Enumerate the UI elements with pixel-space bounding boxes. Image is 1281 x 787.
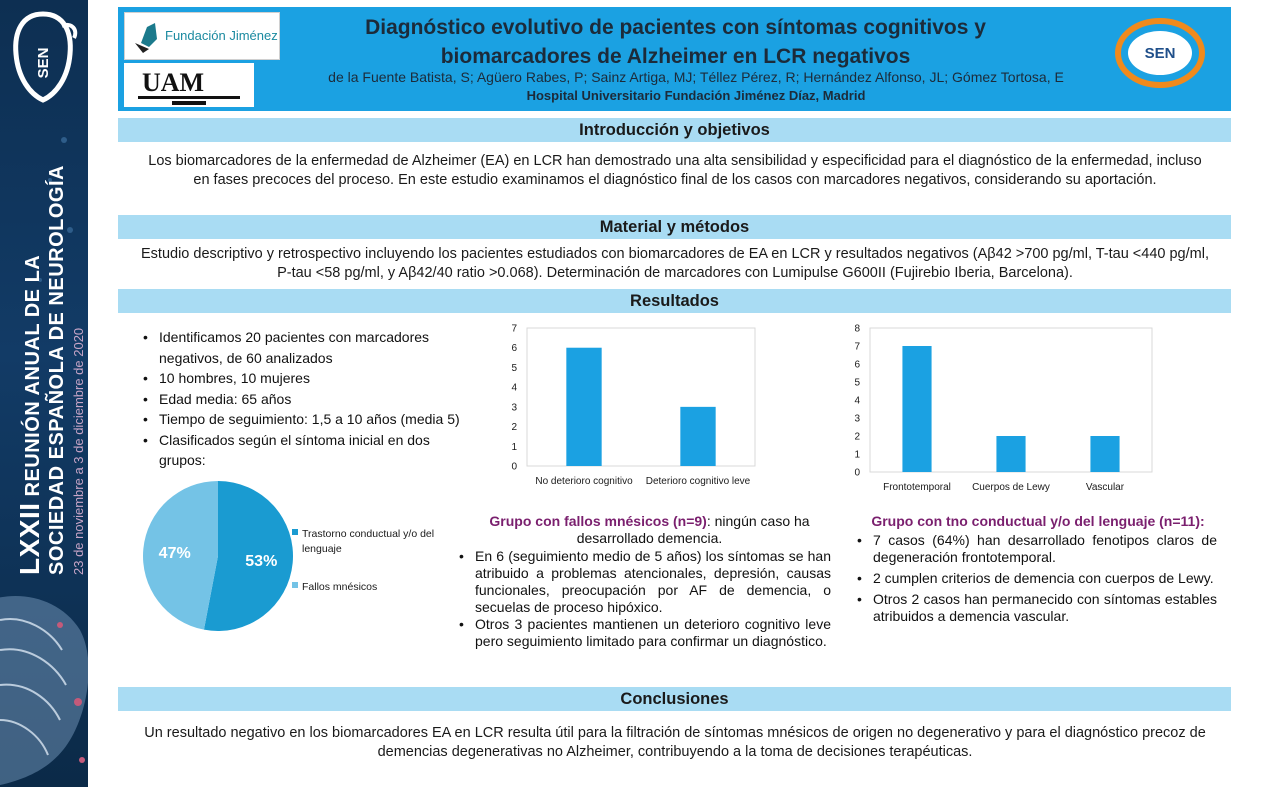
y-tick-label: 4 <box>511 383 517 394</box>
pie-slice-behavior <box>203 481 293 631</box>
conclusions-text: Un resultado negativo en los biomarcador… <box>144 725 1206 760</box>
x-tick-label: Deterioro cognitivo leve <box>646 476 751 487</box>
x-tick-label: Cuerpos de Lewy <box>972 482 1050 493</box>
y-tick-label: 1 <box>854 450 860 461</box>
y-tick-label: 2 <box>511 422 517 433</box>
x-tick-label: Frontotemporal <box>883 482 951 493</box>
x-tick-label: Vascular <box>1086 482 1125 493</box>
y-tick-label: 6 <box>511 343 517 354</box>
list-item: Edad media: 65 años <box>143 389 463 410</box>
poster-title-line2: biomarcadores de Alzheimer en LCR negati… <box>440 45 911 68</box>
uam-logo: UAM <box>124 63 254 107</box>
behavior-group-list: 7 casos (64%) han desarrollado fenotipos… <box>857 532 1217 629</box>
list-item: Clasificados según el síntoma inicial en… <box>143 430 463 471</box>
bar-chart-behavior-group: 0 1 2 3 4 5 6 7 8 Frontotemporal Cuerpos de Lewy Va… <box>854 324 1153 493</box>
y-tick-label: 2 <box>854 432 860 443</box>
behavior-group-heading: Grupo con tno conductual y/o del lenguaj… <box>871 513 1205 529</box>
intro-text: Los biomarcadores de la enfermedad de Al… <box>148 153 1202 188</box>
y-tick-label: 5 <box>854 378 860 389</box>
meeting-edition: LXXII <box>14 502 45 575</box>
bar-frontotemporal <box>902 346 932 472</box>
fjd-logo-text: Fundación Jiménez Díaz <box>165 28 279 43</box>
bar-cuerpos-de-lewy <box>996 436 1026 472</box>
pie-label-memory: 47% <box>159 545 191 562</box>
meeting-line1: REUNIÓN ANUAL DE LA <box>22 254 44 497</box>
legend-label-behavior-1: Trastorno conductual y/o del <box>302 528 434 540</box>
x-tick-label: No deterioro cognitivo <box>535 476 633 487</box>
conclusions-heading: Conclusiones <box>118 687 1231 711</box>
list-item: Identificamos 20 pacientes con marcadore… <box>143 327 463 368</box>
y-tick-label: 6 <box>854 360 860 371</box>
list-item: Otros 3 pacientes mantienen un deterioro… <box>459 616 831 650</box>
y-tick-label: 3 <box>854 414 860 425</box>
bar-chart-memory-group: 0 1 2 3 4 5 6 7 No deterioro cognitivo Deterioro … <box>511 324 756 487</box>
list-item: Tiempo de seguimiento: 1,5 a 10 años (me… <box>143 409 463 430</box>
pie-label-behavior: 53% <box>245 553 277 570</box>
bar-vascular <box>1090 436 1120 472</box>
y-tick-label: 3 <box>511 402 517 413</box>
y-tick-label: 1 <box>511 442 517 453</box>
y-tick-label: 8 <box>854 324 860 335</box>
meeting-sidebar: SEN LXXII REUNIÓN ANUAL DE LA SOCIEDAD ES… <box>0 0 88 787</box>
memory-group-heading: Grupo con fallos mnésicos (n=9) <box>489 513 707 529</box>
memory-group-summary: Grupo con fallos mnésicos (n=9): ningún … <box>472 513 827 547</box>
y-tick-label: 7 <box>854 342 860 353</box>
sen-badge-label: SEN <box>35 48 52 79</box>
list-item: 10 hombres, 10 mujeres <box>143 368 463 389</box>
methods-heading: Material y métodos <box>118 215 1231 239</box>
decorative-dots-icon <box>38 137 73 282</box>
pie-chart-symptom-groups: 53% 47% Trastorno conductual y/o del len… <box>142 481 434 631</box>
uam-logo-icon: UAM <box>138 68 240 105</box>
fjd-logo-icon: Fundación Jiménez Díaz <box>135 23 308 53</box>
poster-title-line1: Diagnóstico evolutivo de pacientes con s… <box>365 16 986 39</box>
legend-label-memory: Fallos mnésicos <box>302 581 377 593</box>
y-tick-label: 0 <box>854 468 860 479</box>
list-item: Otros 2 casos han permanecido con síntom… <box>857 591 1217 625</box>
uam-logo-text: UAM <box>142 68 204 97</box>
bar-no-deterioro-cognitivo <box>566 347 602 466</box>
pie-slice-memory <box>142 481 218 630</box>
sen-badge-icon: SEN <box>13 11 78 103</box>
meeting-line2: SOCIEDAD ESPAÑOLA DE NEUROLOGÍA <box>46 165 68 575</box>
results-summary-list: Identificamos 20 pacientes con marcadore… <box>143 327 463 471</box>
y-tick-label: 0 <box>511 462 517 473</box>
memory-group-list: En 6 (seguimiento medio de 5 años) los s… <box>459 548 831 650</box>
list-item: 7 casos (64%) han desarrollado fenotipos… <box>857 532 1217 566</box>
poster-header: Fundación Jiménez Díaz UAM Diagnóstico e… <box>118 7 1231 111</box>
fjd-logo: Fundación Jiménez Díaz <box>124 12 308 60</box>
bar-deterioro-cognitivo-leve <box>680 406 716 466</box>
sen-logo-text: SEN <box>1145 45 1176 62</box>
methods-text: Estudio descriptivo y retrospectivo incl… <box>141 246 1209 281</box>
sen-logo-icon: SEN <box>1115 18 1205 88</box>
y-tick-label: 4 <box>854 396 860 407</box>
y-tick-label: 7 <box>511 324 517 335</box>
plot-area <box>526 327 756 467</box>
poster-title: Diagnóstico evolutivo de pacientes con s… <box>268 13 1083 71</box>
y-tick-label: 5 <box>511 363 517 374</box>
legend-swatch-behavior <box>292 529 298 535</box>
meeting-title-vertical: LXXII REUNIÓN ANUAL DE LA SOCIEDAD ESPAÑO… <box>14 15 86 575</box>
legend-swatch-memory <box>292 582 298 588</box>
results-heading: Resultados <box>118 289 1231 313</box>
hospital-line: Hospital Universitario Fundación Jiménez… <box>526 88 866 103</box>
intro-heading: Introducción y objetivos <box>118 118 1231 142</box>
memory-group-tail: : ningún caso ha desarrollado demencia. <box>576 513 810 546</box>
legend-label-behavior-2: lenguaje <box>302 543 342 555</box>
list-item: 2 cumplen criterios de demencia con cuer… <box>857 570 1217 587</box>
brain-illustration-icon <box>0 595 88 785</box>
meeting-dates: 23 de noviembre a 3 de diciembre de 2020 <box>71 327 86 575</box>
authors-line: de la Fuente Batista, S; Agüero Rabes, P… <box>328 69 1064 85</box>
list-item: En 6 (seguimiento medio de 5 años) los s… <box>459 548 831 616</box>
